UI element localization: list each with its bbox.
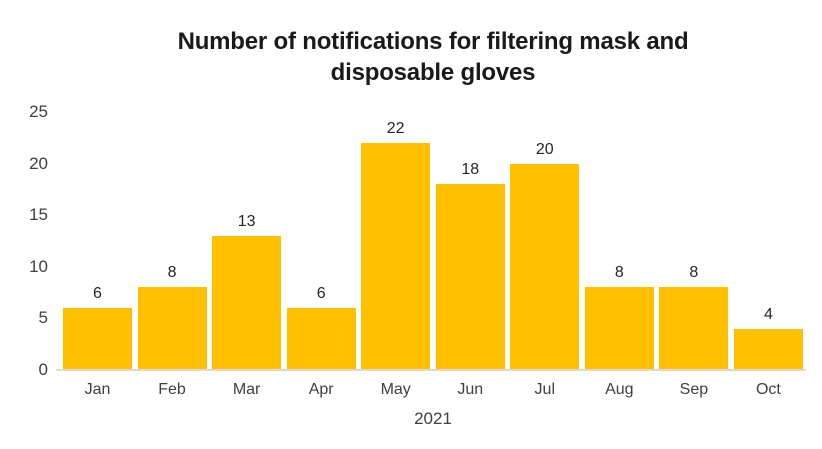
chart-title: Number of notifications for filtering ma…	[63, 26, 803, 88]
bar-value-label: 22	[386, 120, 405, 137]
bar-value-label: 4	[763, 306, 773, 323]
bar-oct	[733, 329, 803, 370]
x-axis-title: 2021	[414, 409, 452, 428]
bar-column-feb: 8	[137, 112, 207, 370]
bar-column-oct: 4	[733, 112, 803, 370]
y-tick-label: 25	[29, 102, 48, 121]
bar-mar	[212, 236, 282, 370]
bar-jan	[63, 308, 132, 370]
x-tick-label-aug: Aug	[605, 381, 634, 398]
bar-value-label: 18	[461, 161, 480, 178]
x-tick-label-feb: Feb	[158, 381, 186, 398]
x-tick-label-jun: Jun	[457, 381, 484, 398]
bar-jul	[510, 164, 580, 370]
bar-column-sep: 8	[659, 112, 729, 370]
bar-column-apr: 6	[286, 112, 356, 370]
chart-title-line1: Number of notifications for filtering ma…	[177, 28, 689, 55]
bar-column-may: 22	[361, 112, 431, 370]
x-tick-label-jan: Jan	[84, 381, 111, 398]
bar-value-label: 8	[167, 264, 177, 281]
y-tick-label: 10	[29, 256, 48, 276]
y-tick-label: 15	[29, 205, 48, 225]
y-tick-label: 20	[29, 153, 48, 173]
x-tick-label-mar: Mar	[232, 381, 261, 398]
bar-value-label: 6	[316, 285, 326, 302]
bars: 6 8 13 6 22 18 20 8 8 4	[63, 112, 803, 370]
bar-feb	[137, 287, 207, 370]
bar-value-label: 8	[614, 264, 624, 281]
bar-jun	[435, 184, 505, 370]
y-tick-label: 5	[38, 308, 48, 328]
bar-column-aug: 8	[584, 112, 654, 370]
bar-value-label: 8	[689, 264, 699, 281]
y-tick-label: 0	[38, 360, 48, 379]
x-tick-label-oct: Oct	[755, 381, 781, 398]
bar-apr	[286, 308, 356, 370]
x-axis-labels: Jan Feb Mar Apr May Jun Jul Aug Sep Oct	[63, 381, 803, 399]
bar-column-jun: 18	[435, 112, 505, 370]
bar-column-mar: 13	[212, 112, 282, 370]
x-tick-label-jul: Jul	[534, 381, 555, 398]
x-tick-label-may: May	[380, 381, 411, 398]
chart-title-line2: disposable gloves	[330, 59, 536, 86]
bar-value-label: 20	[535, 141, 554, 158]
x-axis-line	[56, 369, 806, 371]
x-tick-label-sep: Sep	[679, 381, 709, 398]
plot-area: 6 8 13 6 22 18 20 8 8 4	[63, 112, 803, 370]
bar-value-label: 6	[93, 285, 102, 302]
bar-sep	[659, 287, 729, 370]
bar-column-jul: 20	[510, 112, 580, 370]
x-tick-label-apr: Apr	[308, 381, 334, 398]
bar-column-jan: 6	[63, 112, 132, 370]
bar-aug	[584, 287, 654, 370]
bar-may	[361, 143, 431, 370]
bar-value-label: 13	[237, 213, 256, 230]
